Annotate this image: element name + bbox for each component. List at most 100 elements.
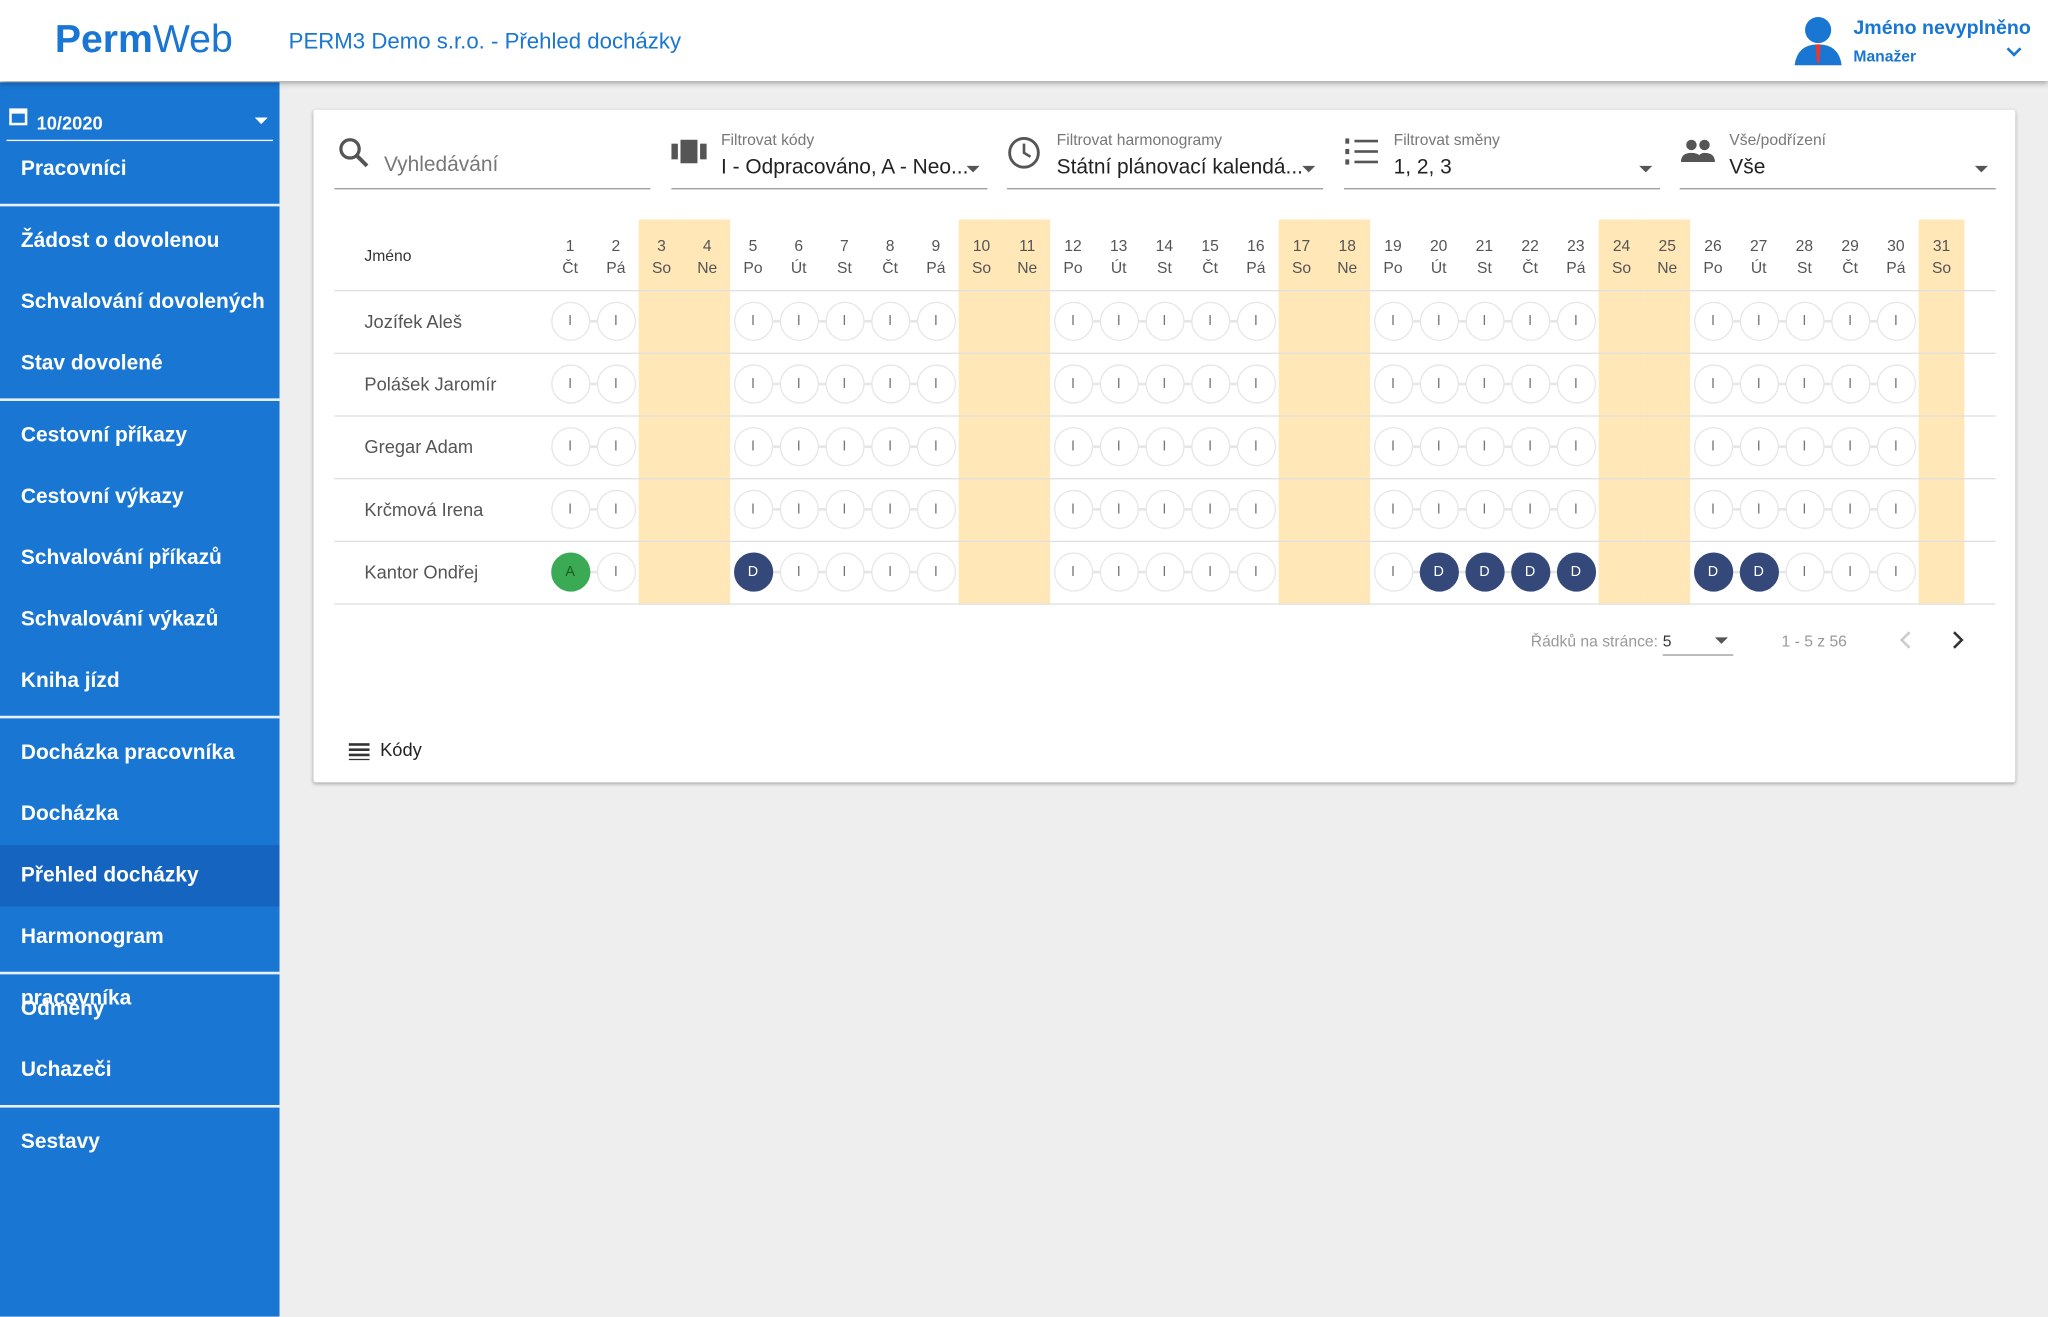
attendance-cell[interactable]: I xyxy=(1236,489,1276,529)
attendance-cell[interactable]: I xyxy=(596,552,636,592)
attendance-cell[interactable]: I xyxy=(1739,301,1779,341)
menu-item[interactable]: Kniha jízd xyxy=(20,670,120,693)
attendance-cell[interactable]: I xyxy=(824,427,864,467)
attendance-cell[interactable]: I xyxy=(1876,489,1916,529)
attendance-cell[interactable]: I xyxy=(870,364,910,404)
attendance-cell[interactable]: I xyxy=(1556,364,1596,404)
attendance-cell[interactable]: I xyxy=(1556,301,1596,341)
attendance-cell[interactable]: I xyxy=(1236,301,1276,341)
attendance-cell[interactable]: I xyxy=(1236,552,1276,592)
attendance-cell[interactable]: I xyxy=(1510,489,1550,529)
attendance-cell[interactable]: I xyxy=(1784,301,1824,341)
attendance-cell[interactable]: I xyxy=(1556,489,1596,529)
attendance-cell[interactable]: I xyxy=(916,489,956,529)
attendance-cell[interactable]: I xyxy=(1144,427,1184,467)
attendance-cell[interactable]: I xyxy=(1419,489,1459,529)
attendance-cell[interactable]: I xyxy=(1830,552,1870,592)
attendance-cell[interactable]: I xyxy=(1693,489,1733,529)
attendance-cell[interactable]: I xyxy=(1373,301,1413,341)
menu-item[interactable]: Schvalování dovolených xyxy=(20,291,265,314)
filter-select[interactable]: Filtrovat harmonogramy Státní plánovací k… xyxy=(1007,128,1324,190)
attendance-cell[interactable]: I xyxy=(779,364,819,404)
attendance-cell[interactable]: I xyxy=(733,301,773,341)
attendance-cell[interactable]: I xyxy=(1419,364,1459,404)
attendance-cell[interactable]: I xyxy=(550,427,590,467)
attendance-cell[interactable]: I xyxy=(1053,489,1093,529)
attendance-cell[interactable]: I xyxy=(1190,552,1230,592)
attendance-cell[interactable]: I xyxy=(1784,364,1824,404)
attendance-cell[interactable]: I xyxy=(1053,301,1093,341)
period-select[interactable]: 10/2020 xyxy=(6,82,273,142)
attendance-cell[interactable]: I xyxy=(1190,301,1230,341)
menu-item[interactable]: Uchazeči xyxy=(20,1059,112,1082)
attendance-cell[interactable]: I xyxy=(1464,489,1504,529)
attendance-cell[interactable]: I xyxy=(1830,364,1870,404)
attendance-cell[interactable]: I xyxy=(1190,427,1230,467)
attendance-cell[interactable]: I xyxy=(1784,552,1824,592)
attendance-cell[interactable]: I xyxy=(1739,427,1779,467)
employee-name[interactable]: Kantor Ondřej xyxy=(364,561,479,583)
attendance-cell[interactable]: I xyxy=(916,552,956,592)
attendance-cell[interactable]: I xyxy=(1876,364,1916,404)
user-menu-chevron[interactable] xyxy=(2006,47,2022,57)
attendance-cell[interactable]: D xyxy=(733,552,773,592)
menu-item[interactable]: Pracovníci xyxy=(20,158,127,181)
menu-item[interactable]: Schvalování výkazů xyxy=(20,608,219,631)
attendance-cell[interactable]: I xyxy=(916,301,956,341)
attendance-cell[interactable]: I xyxy=(1099,489,1139,529)
attendance-cell[interactable]: I xyxy=(550,301,590,341)
codes-button[interactable]: Kódy xyxy=(380,739,422,761)
attendance-cell[interactable]: D xyxy=(1739,552,1779,592)
attendance-cell[interactable]: I xyxy=(1144,489,1184,529)
attendance-cell[interactable]: I xyxy=(870,427,910,467)
attendance-cell[interactable]: I xyxy=(1876,427,1916,467)
attendance-cell[interactable]: D xyxy=(1464,552,1504,592)
employee-name[interactable]: Krčmová Irena xyxy=(364,498,484,520)
menu-item[interactable]: Přehled docházky xyxy=(0,845,280,907)
attendance-cell[interactable]: I xyxy=(916,364,956,404)
attendance-cell[interactable]: I xyxy=(1144,364,1184,404)
attendance-cell[interactable]: D xyxy=(1556,552,1596,592)
attendance-cell[interactable]: I xyxy=(1510,427,1550,467)
menu-item[interactable]: Docházka pracovníka xyxy=(20,741,235,765)
attendance-cell[interactable]: I xyxy=(1464,364,1504,404)
attendance-cell[interactable]: I xyxy=(824,364,864,404)
menu-item[interactable]: Žádost o dovolenou xyxy=(20,229,220,253)
attendance-cell[interactable]: I xyxy=(1419,427,1459,467)
attendance-cell[interactable]: I xyxy=(779,552,819,592)
attendance-cell[interactable]: I xyxy=(870,552,910,592)
attendance-cell[interactable]: D xyxy=(1693,552,1733,592)
attendance-cell[interactable]: I xyxy=(1693,364,1733,404)
filter-select[interactable]: Filtrovat kódy I - Odpracováno, A - Neo..… xyxy=(671,128,988,190)
attendance-cell[interactable]: I xyxy=(1373,489,1413,529)
attendance-cell[interactable]: I xyxy=(1784,489,1824,529)
attendance-cell[interactable]: D xyxy=(1510,552,1550,592)
attendance-cell[interactable]: I xyxy=(1236,364,1276,404)
menu-item[interactable]: Harmonogram pracovníka xyxy=(20,926,164,1010)
attendance-cell[interactable]: I xyxy=(1739,364,1779,404)
attendance-cell[interactable]: I xyxy=(596,427,636,467)
attendance-cell[interactable]: I xyxy=(1190,489,1230,529)
filter-select[interactable]: Vše/podřízení Vše xyxy=(1679,128,1996,190)
attendance-cell[interactable]: I xyxy=(779,301,819,341)
attendance-cell[interactable]: I xyxy=(1053,364,1093,404)
attendance-cell[interactable]: I xyxy=(1830,489,1870,529)
menu-item[interactable]: Odměny xyxy=(20,997,105,1021)
user-name[interactable]: Jméno nevyplněno xyxy=(1853,16,2031,40)
attendance-cell[interactable]: I xyxy=(596,364,636,404)
menu-item[interactable]: Sestavy xyxy=(20,1131,100,1154)
attendance-cell[interactable]: I xyxy=(733,427,773,467)
attendance-cell[interactable]: I xyxy=(1876,552,1916,592)
attendance-cell[interactable]: I xyxy=(1053,427,1093,467)
attendance-cell[interactable]: I xyxy=(1373,552,1413,592)
attendance-cell[interactable]: I xyxy=(779,489,819,529)
attendance-cell[interactable]: A xyxy=(550,552,590,592)
attendance-cell[interactable]: I xyxy=(1830,427,1870,467)
attendance-cell[interactable]: I xyxy=(1099,364,1139,404)
next-page[interactable] xyxy=(1949,630,1967,657)
attendance-cell[interactable]: I xyxy=(1053,552,1093,592)
attendance-cell[interactable]: I xyxy=(733,364,773,404)
attendance-cell[interactable]: I xyxy=(1784,427,1824,467)
attendance-cell[interactable]: I xyxy=(1510,301,1550,341)
attendance-cell[interactable]: I xyxy=(1144,301,1184,341)
